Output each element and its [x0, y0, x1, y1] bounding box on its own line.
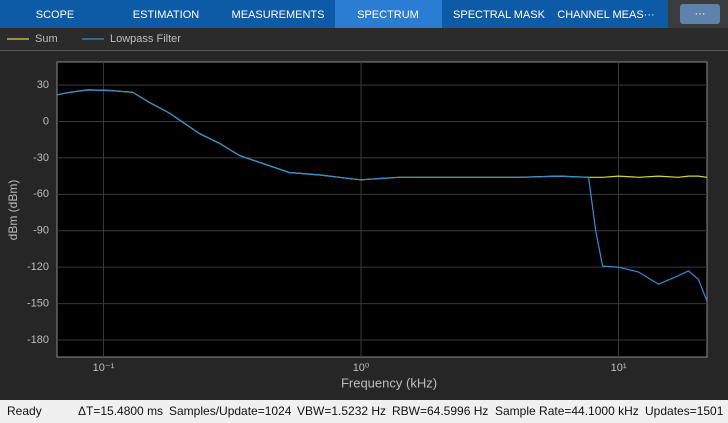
divider [0, 50, 728, 51]
x-tick-label: 10⁻¹ [93, 362, 115, 374]
status-item: Samples/Update=1024 [169, 404, 292, 418]
legend-bar [0, 28, 728, 50]
y-tick-label: -180 [27, 334, 49, 346]
tab[interactable]: CHANNEL MEAS··· [557, 9, 654, 21]
legend-label: Sum [35, 33, 58, 45]
status-item: Sample Rate=44.1000 kHz [495, 404, 639, 418]
series-line [56, 89, 708, 302]
more-label[interactable]: ··· [695, 8, 706, 20]
y-tick-label: -150 [27, 297, 49, 309]
y-tick-label: 30 [37, 79, 49, 91]
status-item: Ready [7, 404, 42, 418]
x-axis-label: Frequency (kHz) [341, 375, 437, 390]
y-tick-label: -60 [33, 188, 49, 200]
y-tick-label: -90 [33, 225, 49, 237]
tab[interactable]: SCOPE [36, 9, 75, 21]
y-tick-label: -30 [33, 152, 49, 164]
plot-area [56, 61, 708, 358]
status-bar [0, 400, 728, 423]
tab[interactable]: SPECTRAL MASK [453, 9, 546, 21]
active-tab [335, 0, 442, 28]
legend-label: Lowpass Filter [110, 33, 181, 45]
x-tick-label: 10⁰ [353, 362, 370, 374]
y-axis-label: dBm (dBm) [6, 180, 20, 241]
y-tick-label: 0 [43, 115, 49, 127]
x-tick-label: 10¹ [611, 362, 627, 374]
status-item: RBW=64.5996 Hz [392, 404, 488, 418]
status-item: ΔT=15.4800 ms [78, 404, 163, 418]
tab[interactable]: ESTIMATION [133, 9, 199, 21]
tab[interactable]: SPECTRUM [357, 9, 419, 21]
more-button[interactable] [680, 4, 720, 24]
status-item: VBW=1.5232 Hz [297, 404, 386, 418]
status-item: Updates=1501 [645, 404, 724, 418]
tab[interactable]: MEASUREMENTS [232, 9, 325, 21]
y-tick-label: -120 [27, 261, 49, 273]
